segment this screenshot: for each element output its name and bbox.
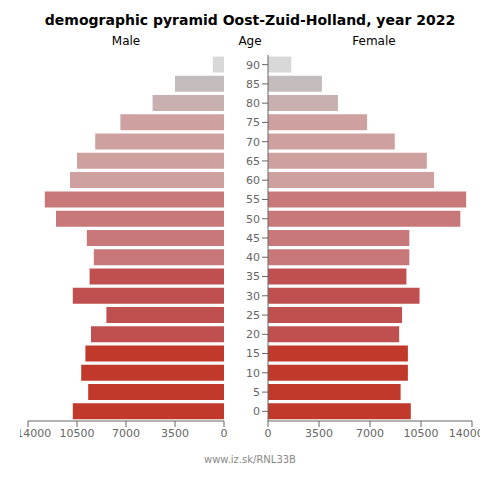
svg-text:7000: 7000 — [356, 427, 384, 440]
svg-text:75: 75 — [246, 116, 260, 129]
svg-text:25: 25 — [246, 309, 260, 322]
svg-text:60: 60 — [246, 174, 260, 187]
svg-text:30: 30 — [246, 290, 260, 303]
svg-text:10: 10 — [246, 367, 260, 380]
svg-text:0: 0 — [253, 405, 260, 418]
svg-text:65: 65 — [246, 155, 260, 168]
svg-text:10500: 10500 — [404, 427, 439, 440]
svg-text:0: 0 — [221, 427, 228, 440]
html-text:www.iz.sk/RNL33B: www.iz.sk/RNL33B — [204, 454, 296, 465]
svg-text:15: 15 — [246, 347, 260, 360]
svg-text:45: 45 — [246, 232, 260, 245]
svg-text:35: 35 — [246, 270, 260, 283]
svg-text:70: 70 — [246, 136, 260, 149]
svg-text:85: 85 — [246, 78, 260, 91]
svg-text:5: 5 — [253, 386, 260, 399]
svg-text:3500: 3500 — [161, 427, 189, 440]
svg-text:3500: 3500 — [305, 427, 333, 440]
svg-text:14000: 14000 — [20, 427, 51, 440]
svg-text:20: 20 — [246, 328, 260, 341]
html-text:Female: Female — [352, 34, 396, 48]
svg-text:80: 80 — [246, 97, 260, 110]
svg-text:0: 0 — [265, 427, 272, 440]
html-text:Age: Age — [238, 34, 262, 48]
svg-text:40: 40 — [246, 251, 260, 264]
html-text:Male: Male — [111, 34, 141, 48]
svg-text:90: 90 — [246, 59, 260, 72]
svg-text:50: 50 — [246, 213, 260, 226]
svg-text:10500: 10500 — [60, 427, 95, 440]
svg-text:14000: 14000 — [449, 427, 480, 440]
svg-text:7000: 7000 — [112, 427, 140, 440]
svg-text:55: 55 — [246, 193, 260, 206]
html-text:demographic pyramid Oost-Zuid-: demographic pyramid Oost-Zuid-Holland, y… — [44, 12, 456, 28]
